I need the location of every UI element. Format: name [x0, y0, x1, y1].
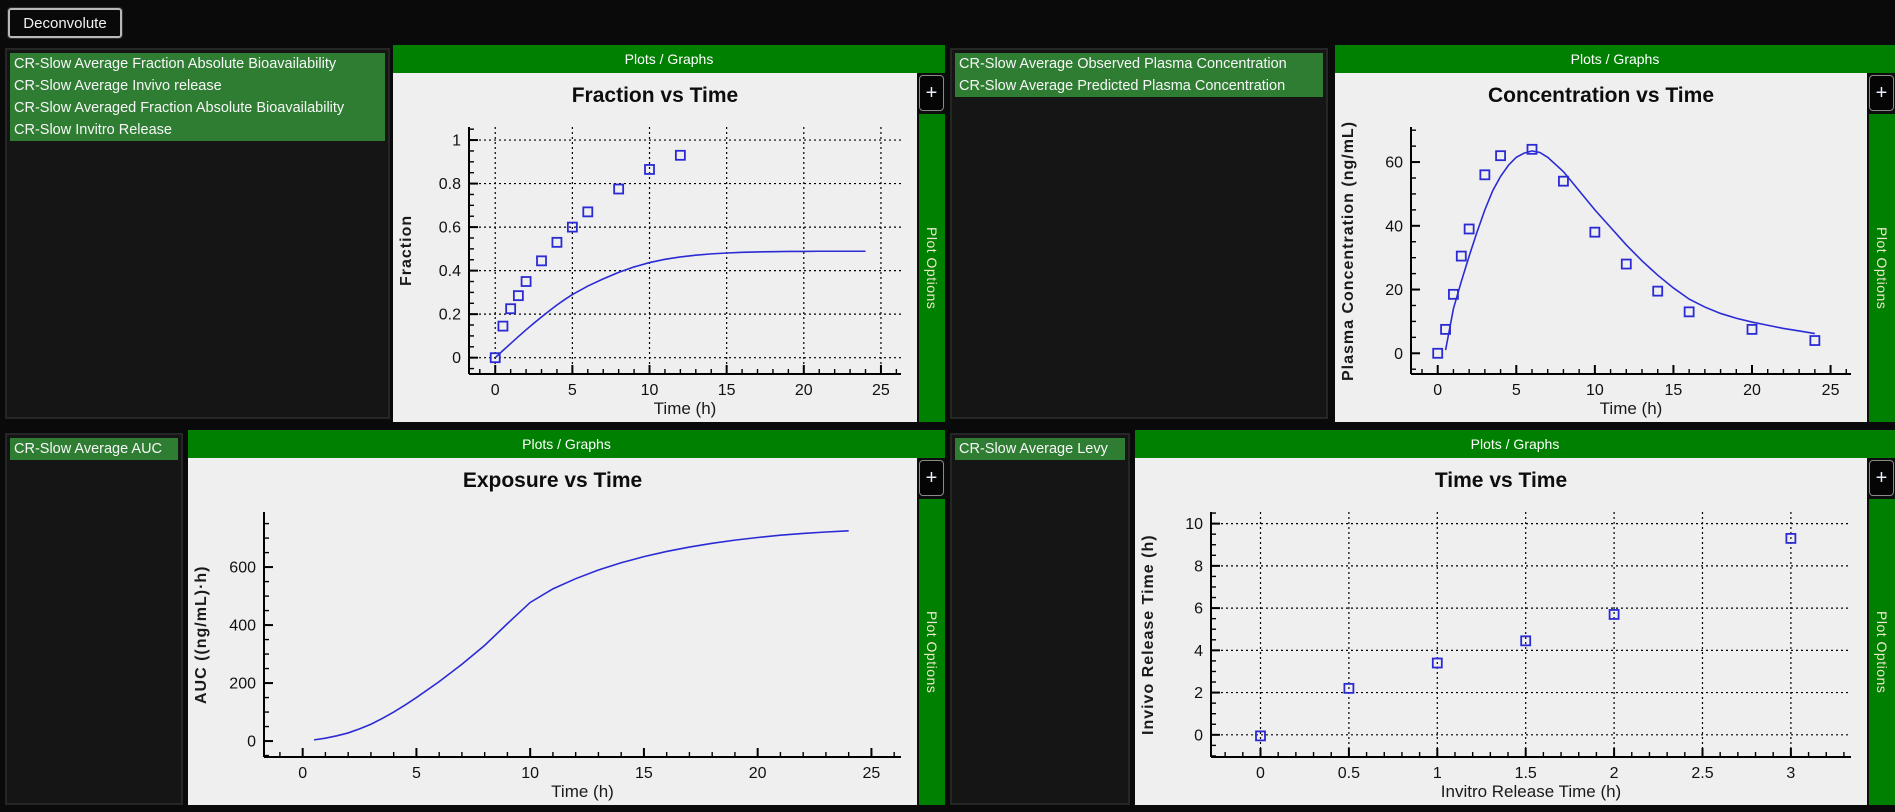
svg-text:600: 600 — [229, 560, 256, 577]
svg-text:40: 40 — [1385, 218, 1403, 235]
time-vs-time-chart: 0 0.5 1 1.5 2 2.5 3 0 2 4 6 8 10 — [1185, 512, 1851, 782]
svg-text:4: 4 — [1194, 643, 1203, 660]
list-item-invitro-release[interactable]: CR-Slow Invitro Release — [10, 119, 385, 141]
svg-text:8: 8 — [1194, 558, 1203, 575]
plot-options-label: Plot Options — [1874, 226, 1890, 310]
panel-header: Plots / Graphs — [188, 430, 945, 458]
plot-area-exposure: 0 5 10 15 20 25 0 200 400 600 Exposure vs Time AU… — [188, 458, 917, 805]
svg-text:25: 25 — [1822, 382, 1840, 399]
plot-options-button[interactable]: Plot Options — [919, 499, 945, 805]
svg-text:20: 20 — [1385, 282, 1403, 299]
add-plot-button[interactable]: + — [1869, 460, 1894, 496]
concentration-vs-time-chart: 0 5 10 15 20 25 0 20 40 60 — [1385, 127, 1851, 399]
svg-text:2: 2 — [1194, 685, 1203, 702]
panel-header: Plots / Graphs — [1135, 430, 1895, 458]
svg-text:0: 0 — [298, 765, 307, 782]
svg-text:200: 200 — [229, 676, 256, 693]
svg-text:60: 60 — [1385, 155, 1403, 172]
plot-options-button[interactable]: Plot Options — [1869, 114, 1895, 422]
list-item-average-fraction-bioavailability[interactable]: CR-Slow Average Fraction Absolute Bioava… — [10, 53, 385, 75]
svg-text:0: 0 — [247, 734, 256, 751]
list-item-average-auc[interactable]: CR-Slow Average AUC — [10, 438, 178, 460]
svg-text:10: 10 — [1185, 516, 1203, 533]
svg-text:15: 15 — [635, 765, 653, 782]
levy-results-list[interactable]: CR-Slow Average Levy — [950, 433, 1130, 805]
plot-options-label: Plot Options — [924, 226, 940, 310]
plot-panel-exposure: Plots / Graphs 0 5 10 15 20 25 0 200 400 600 Expo… — [188, 430, 945, 805]
deconvolution-results-list[interactable]: CR-Slow Average Fraction Absolute Bioava… — [5, 48, 390, 419]
svg-text:1.5: 1.5 — [1515, 765, 1537, 782]
plot-options-label: Plot Options — [924, 610, 940, 694]
svg-text:0: 0 — [1194, 727, 1203, 744]
svg-text:0: 0 — [491, 382, 500, 399]
svg-text:2: 2 — [1610, 765, 1619, 782]
svg-text:0.5: 0.5 — [1338, 765, 1360, 782]
fraction-vs-time-chart: 0 5 10 15 20 25 0 0.2 0.4 0.6 0.8 1 — [439, 127, 901, 399]
plot-options-button[interactable]: Plot Options — [919, 114, 945, 422]
svg-text:0.4: 0.4 — [439, 263, 461, 280]
panel-rail: + Plot Options — [1867, 73, 1895, 422]
list-item-predicted-plasma-concentration[interactable]: CR-Slow Average Predicted Plasma Concent… — [955, 75, 1323, 97]
svg-text:10: 10 — [1586, 382, 1604, 399]
plot-panel-fraction: Plots / Graphs 0 5 10 15 20 25 0 0.2 0.4 0.6 0.8 1 … — [393, 45, 945, 422]
svg-text:25: 25 — [863, 765, 881, 782]
svg-text:1: 1 — [1433, 765, 1442, 782]
svg-text:1: 1 — [452, 133, 461, 150]
plot-area-fraction: 0 5 10 15 20 25 0 0.2 0.4 0.6 0.8 1 Fraction vs Tim… — [393, 73, 917, 422]
plot-options-label: Plot Options — [1874, 610, 1890, 694]
deconvolute-button[interactable]: Deconvolute — [7, 7, 123, 39]
svg-text:0.2: 0.2 — [439, 307, 461, 324]
svg-text:0: 0 — [1256, 765, 1265, 782]
svg-text:0: 0 — [1394, 346, 1403, 363]
plot-area-concentration: 0 5 10 15 20 25 0 20 40 60 Concentration vs Time … — [1335, 73, 1867, 422]
svg-text:5: 5 — [1512, 382, 1521, 399]
svg-text:15: 15 — [1665, 382, 1683, 399]
auc-results-list[interactable]: CR-Slow Average AUC — [5, 433, 183, 805]
add-plot-button[interactable]: + — [919, 460, 944, 496]
list-item-observed-plasma-concentration[interactable]: CR-Slow Average Observed Plasma Concentr… — [955, 53, 1323, 75]
svg-text:5: 5 — [412, 765, 421, 782]
svg-text:6: 6 — [1194, 601, 1203, 618]
svg-text:3: 3 — [1786, 765, 1795, 782]
plot-options-button[interactable]: Plot Options — [1869, 499, 1895, 805]
panel-rail: + Plot Options — [917, 458, 945, 805]
svg-text:400: 400 — [229, 618, 256, 635]
svg-text:25: 25 — [872, 382, 890, 399]
panel-header: Plots / Graphs — [1335, 45, 1895, 73]
list-item-average-invivo-release[interactable]: CR-Slow Average Invivo release — [10, 75, 385, 97]
svg-text:10: 10 — [521, 765, 539, 782]
list-item-average-levy[interactable]: CR-Slow Average Levy — [955, 438, 1125, 460]
svg-text:0: 0 — [1433, 382, 1442, 399]
plot-panel-levy: Plots / Graphs 0 0.5 1 1.5 2 2.5 3 0 2 4 6 8 10 Time… — [1135, 430, 1895, 805]
svg-text:2.5: 2.5 — [1691, 765, 1713, 782]
svg-text:0.8: 0.8 — [439, 176, 461, 193]
plot-panel-concentration: Plots / Graphs 0 5 10 15 20 25 0 20 40 60 Concent… — [1335, 45, 1895, 422]
svg-text:0.6: 0.6 — [439, 220, 461, 237]
svg-text:0: 0 — [452, 350, 461, 367]
panel-rail: + Plot Options — [1867, 458, 1895, 805]
add-plot-button[interactable]: + — [919, 75, 944, 111]
concentration-results-list[interactable]: CR-Slow Average Observed Plasma Concentr… — [950, 48, 1328, 419]
list-item-averaged-fraction-bioavailability[interactable]: CR-Slow Averaged Fraction Absolute Bioav… — [10, 97, 385, 119]
svg-text:10: 10 — [641, 382, 659, 399]
panel-header: Plots / Graphs — [393, 45, 945, 73]
panel-rail: + Plot Options — [917, 73, 945, 422]
svg-text:20: 20 — [1743, 382, 1761, 399]
plot-area-levy: 0 0.5 1 1.5 2 2.5 3 0 2 4 6 8 10 Time vs Time Invivo… — [1135, 458, 1867, 805]
svg-text:15: 15 — [718, 382, 736, 399]
exposure-vs-time-chart: 0 5 10 15 20 25 0 200 400 600 — [229, 512, 901, 782]
add-plot-button[interactable]: + — [1869, 75, 1894, 111]
svg-text:5: 5 — [568, 382, 577, 399]
svg-text:20: 20 — [795, 382, 813, 399]
svg-text:20: 20 — [749, 765, 767, 782]
